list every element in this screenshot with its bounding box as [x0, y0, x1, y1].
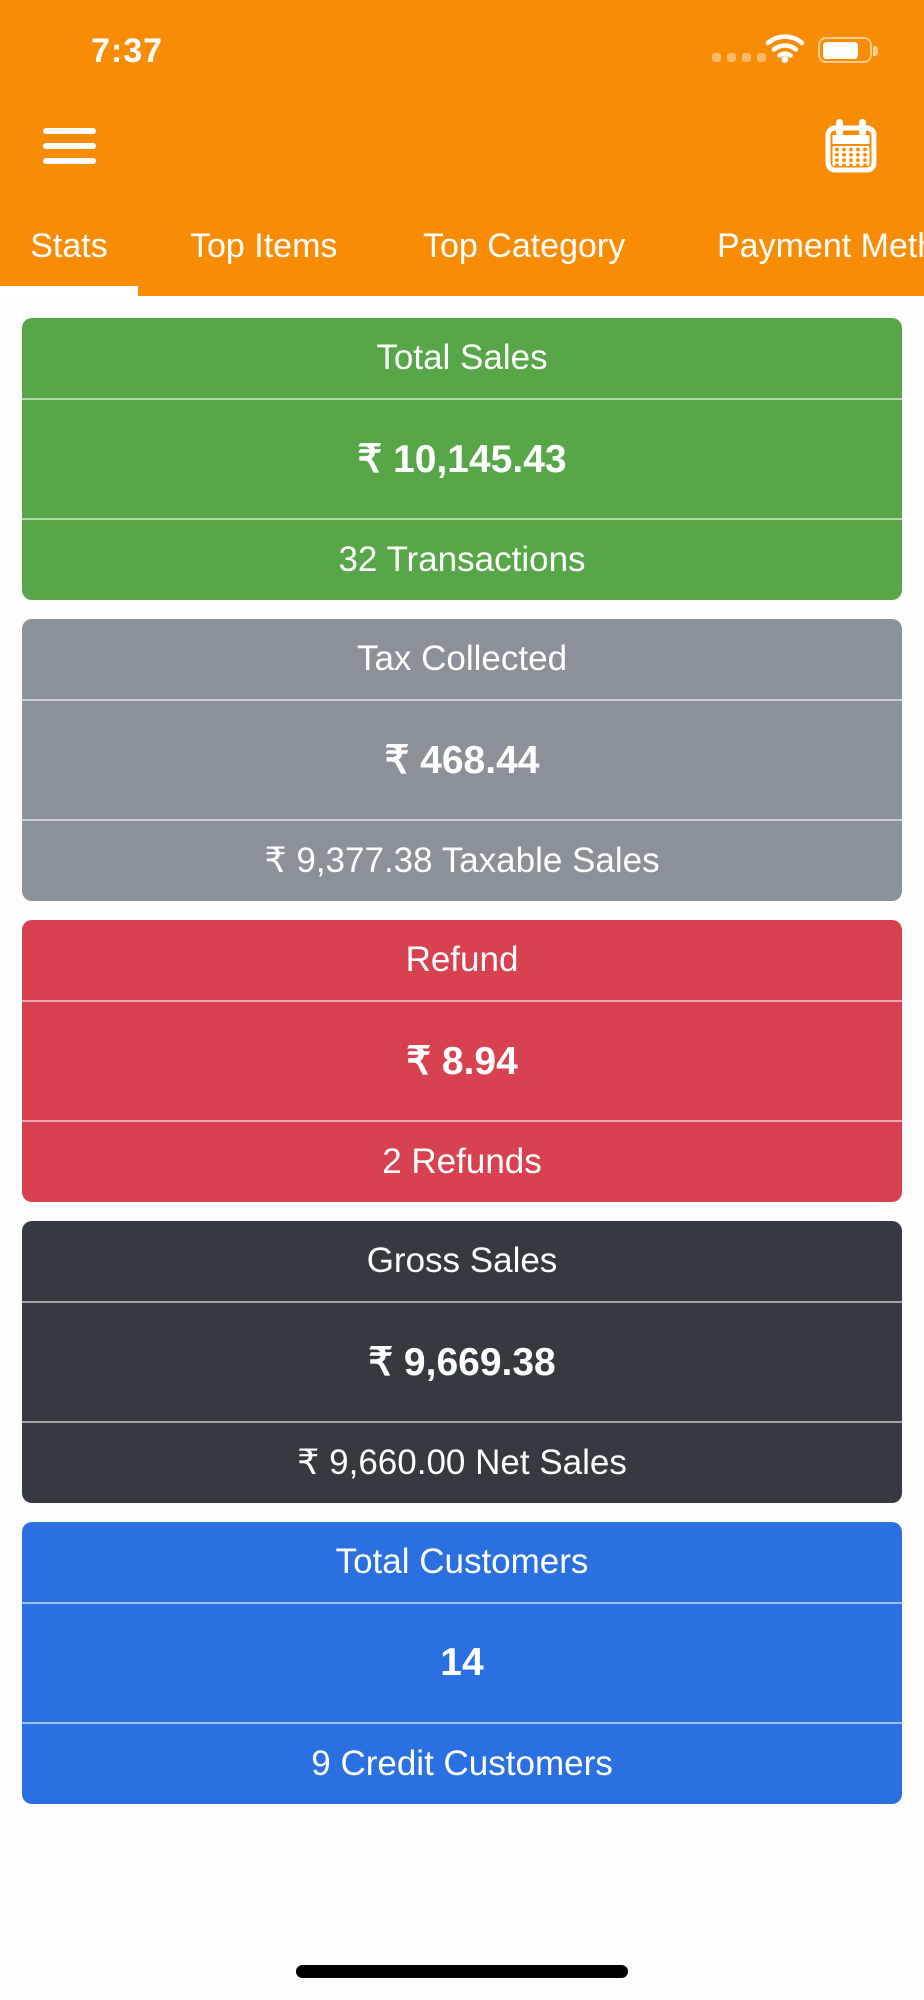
hamburger-icon[interactable]: [43, 128, 96, 164]
tab-payment-methods[interactable]: Payment Methods: [717, 227, 924, 265]
battery-icon: [818, 37, 878, 63]
card-subtitle: ₹ 9,377.38 Taxable Sales: [264, 841, 660, 880]
tab-top-items[interactable]: Top Items: [190, 227, 338, 265]
card-subtitle: ₹ 9,660.00 Net Sales: [297, 1443, 627, 1482]
gross-sales-card[interactable]: Gross Sales ₹ 9,669.38 ₹ 9,660.00 Net Sa…: [22, 1221, 902, 1503]
card-subtitle: 32 Transactions: [338, 540, 586, 579]
card-divider: [22, 1301, 902, 1303]
card-title: Tax Collected: [356, 639, 568, 678]
card-divider: [22, 398, 902, 400]
active-tab-underline: [0, 286, 138, 296]
card-divider: [22, 1722, 902, 1724]
tab-stats[interactable]: Stats: [30, 227, 108, 265]
total-sales-card[interactable]: Total Sales ₹ 10,145.43 32 Transactions: [22, 318, 902, 600]
cellular-dots-icon: [712, 53, 766, 62]
card-value: 14: [440, 1641, 484, 1684]
card-value: ₹ 8.94: [406, 1039, 518, 1083]
card-divider: [22, 1421, 902, 1423]
total-customers-card[interactable]: Total Customers 14 9 Credit Customers: [22, 1522, 902, 1804]
cellular-dot: [712, 53, 721, 62]
card-title: Total Customers: [335, 1542, 589, 1581]
calendar-icon[interactable]: [824, 118, 878, 174]
card-title: Refund: [405, 940, 519, 979]
wifi-icon: [765, 33, 805, 68]
tax-collected-card[interactable]: Tax Collected ₹ 468.44 ₹ 9,377.38 Taxabl…: [22, 619, 902, 901]
refund-card[interactable]: Refund ₹ 8.94 2 Refunds: [22, 920, 902, 1202]
card-value: ₹ 10,145.43: [357, 437, 567, 481]
card-divider: [22, 1120, 902, 1122]
card-divider: [22, 819, 902, 821]
card-title: Total Sales: [376, 338, 548, 377]
card-value: ₹ 9,669.38: [368, 1340, 556, 1384]
status-time: 7:37: [91, 32, 164, 70]
battery-level: [822, 41, 858, 59]
cellular-dot: [757, 53, 766, 62]
card-value: ₹ 468.44: [384, 738, 540, 782]
cellular-dot: [727, 53, 736, 62]
card-divider: [22, 518, 902, 520]
cellular-dot: [742, 53, 751, 62]
card-divider: [22, 1000, 902, 1002]
card-subtitle: 9 Credit Customers: [311, 1744, 613, 1783]
card-title: Gross Sales: [366, 1241, 558, 1280]
home-indicator[interactable]: [296, 1965, 628, 1978]
card-divider: [22, 699, 902, 701]
battery-cap: [873, 46, 878, 56]
card-subtitle: 2 Refunds: [382, 1142, 542, 1181]
header: 7:37: [0, 0, 924, 296]
card-divider: [22, 1602, 902, 1604]
tab-top-category[interactable]: Top Category: [423, 227, 626, 265]
